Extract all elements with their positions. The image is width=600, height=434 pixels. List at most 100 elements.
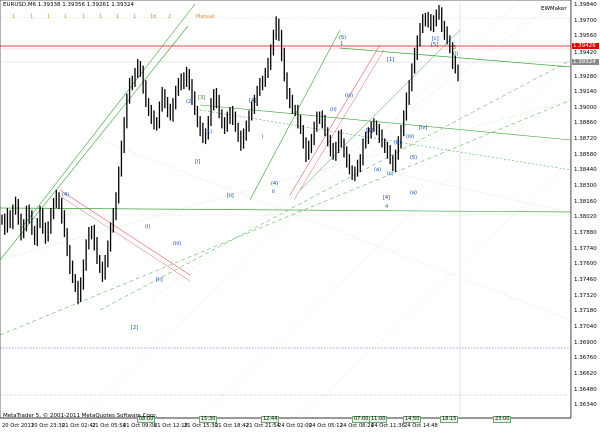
time-tag: 07:00: [352, 416, 371, 423]
price-tick: 1.37180: [574, 308, 597, 314]
steep-line[interactable]: [299, 29, 461, 191]
toolbar-button-3[interactable]: 1: [47, 14, 51, 20]
price-tick: 1.37880: [574, 230, 597, 236]
wave-label: (4): [271, 181, 279, 187]
channel-line-dashed[interactable]: [199, 109, 572, 171]
price-tick: 1.39840: [574, 2, 597, 8]
wave-label: (iii): [345, 93, 354, 99]
time-tag: 23:00: [493, 416, 512, 423]
plot-area: [0, 0, 572, 419]
toolbar-button-4[interactable]: 1: [64, 14, 68, 20]
toolbar-button-2[interactable]: 1: [30, 14, 34, 20]
wave-label: (4): [62, 192, 70, 198]
long-dashed-line[interactable]: [0, 99, 572, 336]
price-bars: [1, 5, 459, 305]
price-tick: 1.37320: [574, 293, 597, 299]
price-tick: 1.38720: [574, 136, 597, 142]
analysis-lines: [0, 0, 572, 419]
time-tick: 21 Oct 09:06: [123, 423, 157, 429]
wave-label: (a): [374, 167, 381, 173]
wave-label: (a): [410, 190, 417, 196]
time-tick: 24 Oct 02:00: [278, 423, 312, 429]
time-tick: 20 Oct 23:30: [31, 423, 65, 429]
wave-label: (i): [453, 51, 459, 57]
price-tick: 1.38020: [574, 214, 597, 220]
wave-label: (ii): [330, 107, 337, 113]
red-channel-line[interactable]: [59, 189, 191, 276]
time-tick: 21 Oct 02:42: [62, 423, 96, 429]
time-tag: 12:44: [261, 416, 280, 423]
toolbar-button-8[interactable]: 1: [133, 14, 137, 20]
wave-label: 4: [385, 204, 389, 210]
time-tick: 20 Oct 2011: [2, 423, 35, 429]
price-tick: 1.38580: [574, 152, 597, 158]
time-tag: 14:50: [403, 416, 422, 423]
trendline[interactable]: [0, 207, 572, 213]
wave-label: [1]: [366, 128, 374, 134]
wave-label: ii: [272, 189, 275, 195]
time-tick: 24 Oct 08:24: [340, 423, 374, 429]
red-channel-line[interactable]: [289, 44, 381, 196]
time-tick: 21 Oct 12:18: [154, 423, 188, 429]
wave-label: (5): [410, 155, 418, 161]
wave-label: [4]: [249, 98, 257, 104]
price-tick: 1.36480: [574, 387, 597, 393]
fan-line[interactable]: [149, 0, 561, 301]
symbol-info: EURUSD,M6 1.39338 1.39356 1.39261 1.3932…: [3, 2, 135, 8]
fan-line[interactable]: [79, 0, 521, 419]
wave-label: i: [262, 134, 264, 140]
price-tick: 1.39000: [574, 105, 597, 111]
wave-label: [ii]: [227, 193, 234, 199]
wave-label: (5): [339, 35, 347, 41]
price-tick: 1.39140: [574, 89, 597, 95]
price-tick: 1.39700: [574, 18, 597, 24]
wave-label: 5: [453, 45, 457, 51]
time-tag: 11:00: [369, 416, 388, 423]
price-tick: 1.36340: [574, 402, 597, 408]
time-tick: 21 Oct 21:54: [246, 423, 280, 429]
wave-label: [ii]: [156, 277, 163, 283]
time-tick: 24 Oct 11:36: [371, 423, 405, 429]
mode-button[interactable]: Manual: [196, 14, 215, 20]
time-tick: 21 Oct 15:30: [184, 423, 218, 429]
wave-label: (1): [205, 129, 213, 135]
expert-name: EWMaker: [541, 6, 567, 12]
toolbar-button-6[interactable]: 1: [99, 14, 103, 20]
channel-line[interactable]: [19, 3, 196, 231]
price-tick: 1.36900: [574, 340, 597, 346]
wave-label: [1]: [387, 57, 395, 63]
toolbar-button-10[interactable]: 2: [168, 14, 172, 20]
toolbar-button-5[interactable]: 1: [82, 14, 86, 20]
time-tick: 24 Oct 05:12: [309, 423, 343, 429]
price-tick: 1.38860: [574, 120, 597, 126]
time-tag: 18:15: [440, 416, 459, 423]
wave-label: (c): [387, 171, 394, 177]
wave-label: (iii): [173, 241, 182, 247]
price-tick: 1.37740: [574, 246, 597, 252]
wave-label: [4]: [383, 195, 391, 201]
red-channel-line[interactable]: [59, 195, 191, 282]
price-tick: 1.39560: [574, 33, 597, 39]
channel-line[interactable]: [199, 104, 572, 141]
price-tick: 1.38160: [574, 199, 597, 205]
wave-label: [c]: [432, 36, 439, 42]
price-tick: 1.39280: [574, 74, 597, 80]
wave-label: [i]: [195, 159, 201, 165]
time-tick: 24 Oct 14:48: [404, 423, 438, 429]
toolbar-button-9[interactable]: 1b: [150, 14, 157, 20]
time-tag: 08:00: [137, 416, 156, 423]
toolbar-button-1[interactable]: 1: [12, 14, 16, 20]
toolbar-button-7[interactable]: 1: [116, 14, 120, 20]
time-tag: 15:30: [199, 416, 218, 423]
red-channel-line[interactable]: [293, 49, 385, 201]
wave-label: [5]: [431, 42, 439, 48]
price-tick: 1.37460: [574, 277, 597, 283]
price-tick: 1.39420: [574, 50, 597, 56]
price-tick: 1.36620: [574, 371, 597, 377]
long-dashed-line[interactable]: [99, 59, 572, 311]
fan-line[interactable]: [199, 59, 572, 419]
fan-line[interactable]: [99, 139, 572, 321]
fan-line[interactable]: [379, 169, 561, 211]
